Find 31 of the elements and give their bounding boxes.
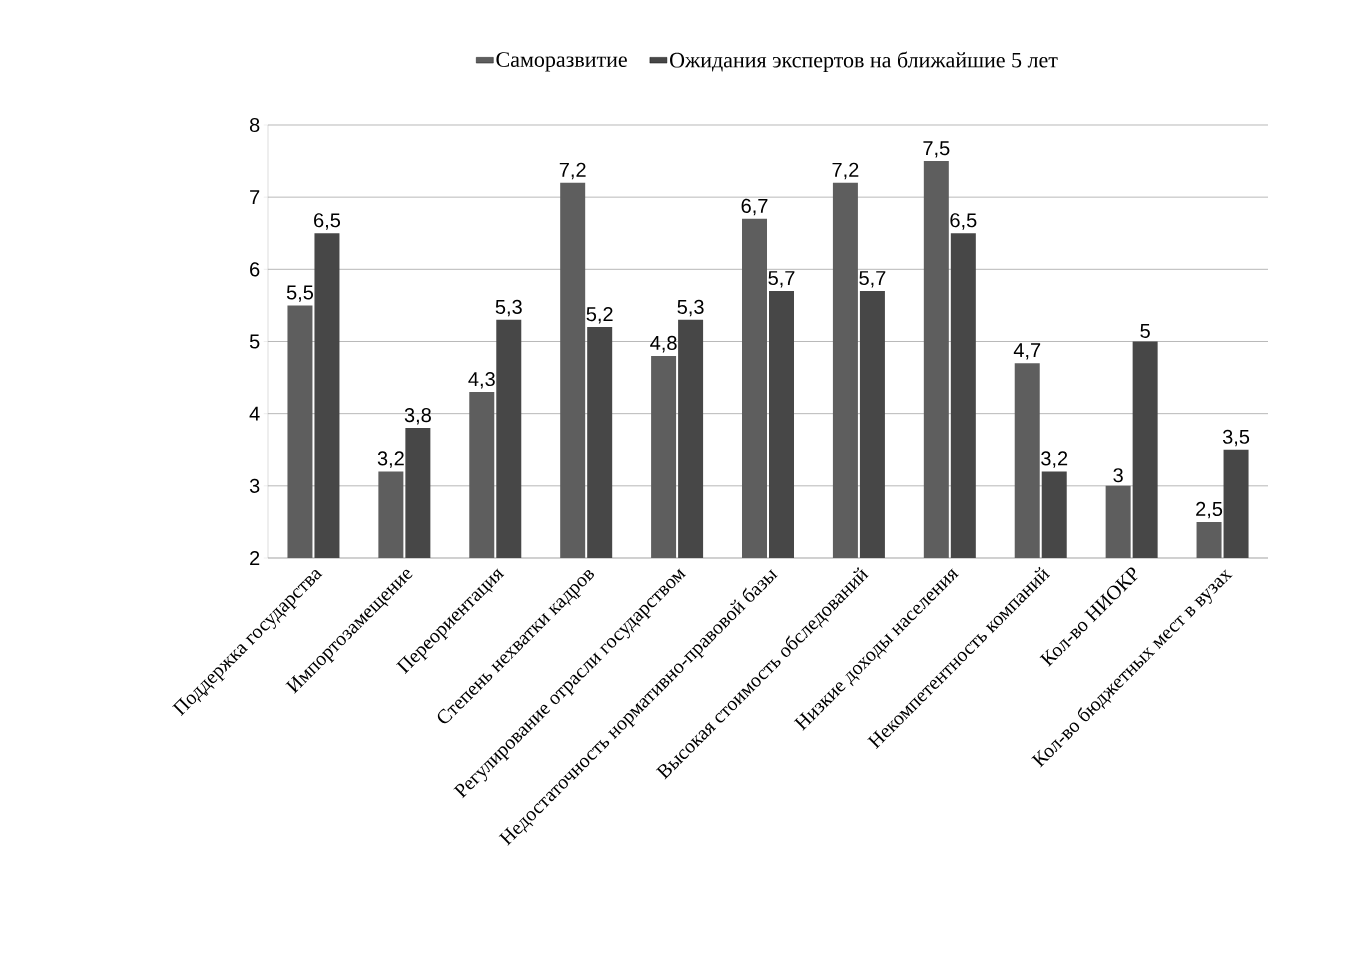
data-label: 2,5 [1196,501,1223,519]
data-label: 7,2 [832,162,859,180]
data-label: 3,2 [377,451,404,468]
data-label: 3,5 [1222,429,1250,447]
data-label: 5,5 [286,285,314,302]
data-label: 4,7 [1013,343,1041,360]
data-label: 5,3 [677,299,704,317]
data-label: 5,7 [768,271,795,288]
data-label: 5,3 [495,299,522,317]
y-tick-label: 3 [249,478,260,493]
data-label: 3 [1113,468,1123,483]
y-tick-label: 2 [250,551,260,565]
data-label: 3,8 [404,408,431,425]
y-tick-label: 6 [250,262,260,277]
legend-label: Ожидания экспертов на ближайшие 5 лет [670,51,1058,73]
y-tick-label: 4 [249,406,260,421]
y-tick-label: 8 [249,117,260,133]
y-tick-label: 5 [249,334,260,349]
data-label: 5,2 [586,307,613,324]
data-label: 5,7 [859,271,886,288]
data-label: 4,8 [650,335,677,353]
data-label: 6,7 [741,198,768,216]
data-label: 4,3 [468,371,495,389]
y-tick-label: 7 [250,190,260,205]
legend-label: Саморазвитие [496,52,627,72]
data-label: 6,5 [950,213,977,230]
data-label: 7,5 [923,141,950,158]
data-label: 3,2 [1041,451,1068,468]
data-label: 6,5 [314,213,341,230]
data-label: 5 [1140,324,1150,338]
data-label: 7,2 [559,162,586,180]
